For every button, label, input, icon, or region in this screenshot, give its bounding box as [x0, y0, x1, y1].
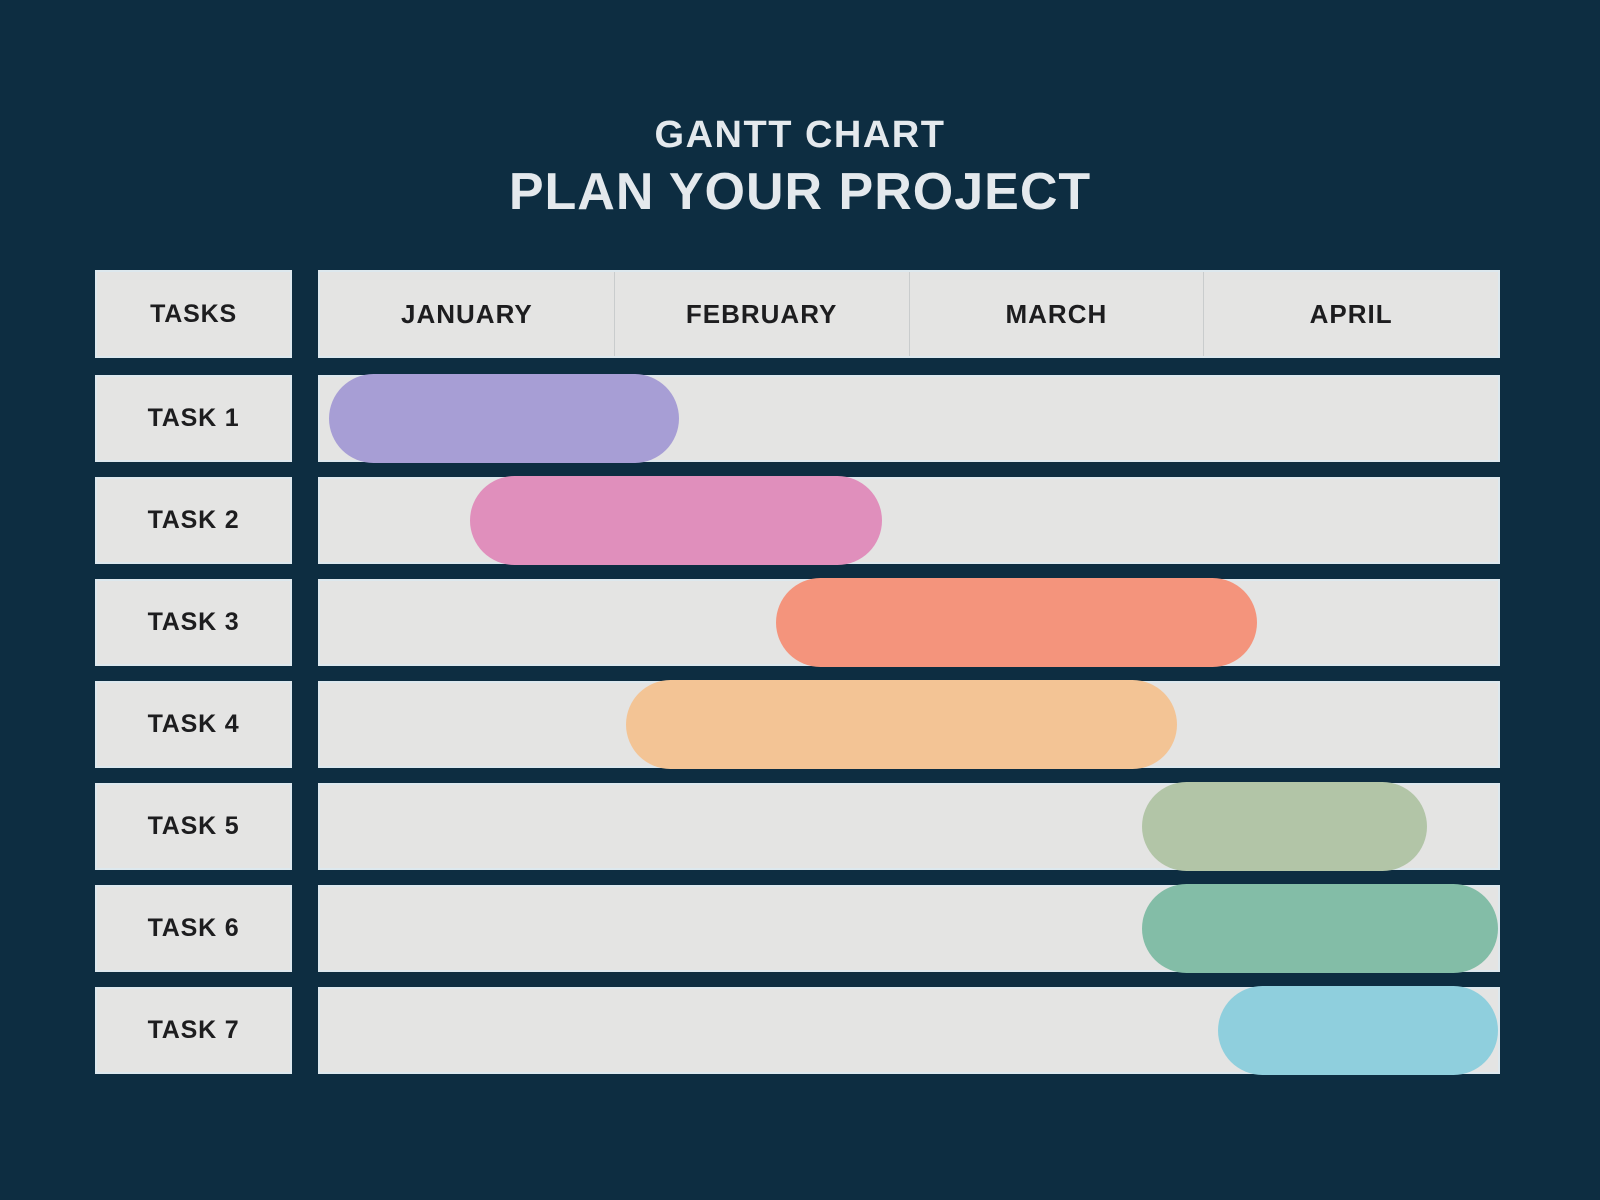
tasks-header-cell: TASKS	[95, 270, 292, 358]
task-row: TASK 1	[0, 374, 1600, 463]
task-track	[318, 884, 1500, 973]
task-label: TASK 3	[95, 579, 292, 666]
task-track	[318, 782, 1500, 871]
task-bar	[776, 578, 1257, 667]
task-bar	[626, 680, 1177, 769]
months-header-strip: JANUARY FEBRUARY MARCH APRIL	[320, 272, 1498, 356]
task-label: TASK 7	[95, 987, 292, 1074]
month-header-cell: FEBRUARY	[615, 272, 910, 356]
task-track	[318, 578, 1500, 667]
months-header: JANUARY FEBRUARY MARCH APRIL	[318, 270, 1500, 358]
task-row: TASK 7	[0, 986, 1600, 1075]
task-bar	[1218, 986, 1498, 1075]
task-row: TASK 3	[0, 578, 1600, 667]
gantt-table: TASKS JANUARY FEBRUARY MARCH APRIL TASK 1 TA…	[0, 270, 1600, 1089]
header-row: TASKS JANUARY FEBRUARY MARCH APRIL	[0, 270, 1600, 358]
task-row: TASK 5	[0, 782, 1600, 871]
task-track	[318, 680, 1500, 769]
task-label: TASK 2	[95, 477, 292, 564]
task-track	[318, 374, 1500, 463]
month-header-cell: MARCH	[910, 272, 1205, 356]
task-bar	[470, 476, 883, 565]
task-track	[318, 476, 1500, 565]
task-row: TASK 2	[0, 476, 1600, 565]
task-rows: TASK 1 TASK 2 TASK 3 TASK 4 TASK 5 TASK 6 TASK…	[0, 374, 1600, 1089]
task-track	[318, 986, 1500, 1075]
task-label: TASK 1	[95, 375, 292, 462]
task-row: TASK 4	[0, 680, 1600, 769]
task-bar	[328, 374, 680, 463]
task-label: TASK 6	[95, 885, 292, 972]
page-subtitle: PLAN YOUR PROJECT	[508, 163, 1092, 221]
task-bar	[1141, 884, 1498, 973]
page-title: GANTT CHART	[654, 114, 946, 156]
task-row: TASK 6	[0, 884, 1600, 973]
title-block: GANTT CHART PLAN YOUR PROJECT	[0, 116, 1600, 218]
month-header-cell: JANUARY	[320, 272, 615, 356]
task-label: TASK 4	[95, 681, 292, 768]
task-bar	[1141, 782, 1428, 871]
month-header-cell: APRIL	[1309, 298, 1393, 329]
task-label: TASK 5	[95, 783, 292, 870]
